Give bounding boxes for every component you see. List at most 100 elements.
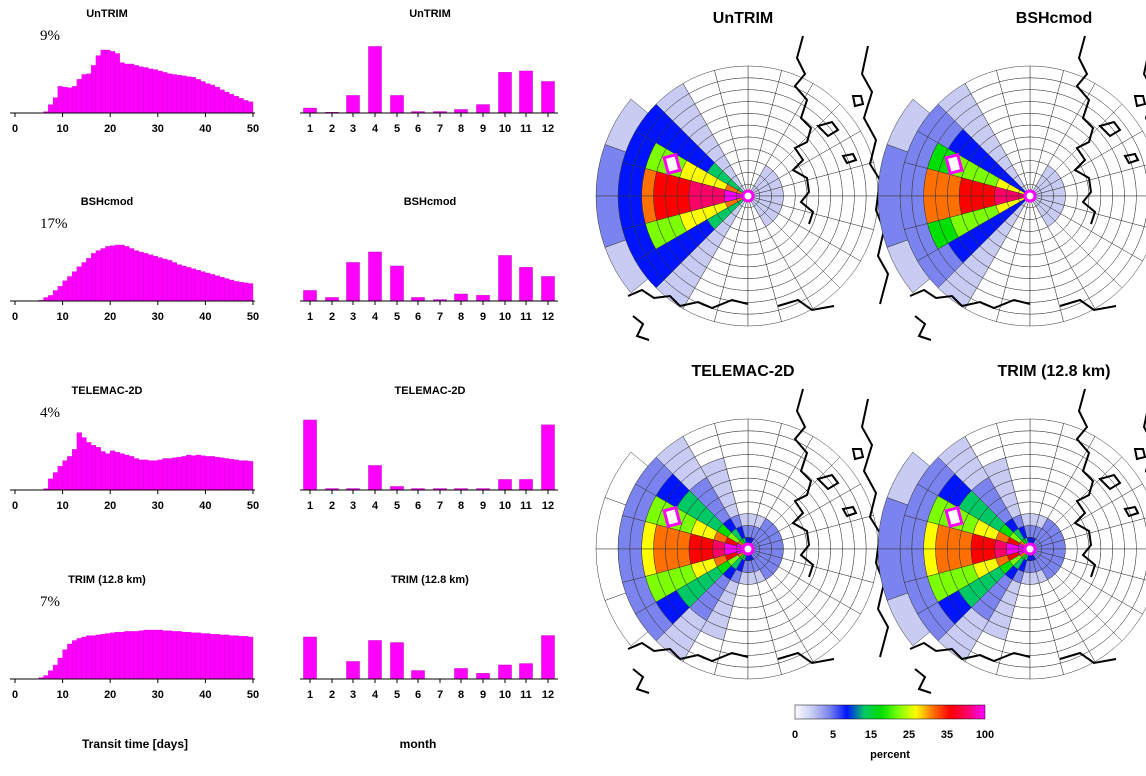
percent-label: 9%: [40, 28, 60, 44]
coastline: [1073, 388, 1146, 578]
bar: [95, 634, 101, 680]
bar: [190, 455, 197, 491]
bar: [214, 456, 220, 491]
tick-label: 10: [499, 689, 511, 701]
bar: [138, 251, 144, 302]
tick-label: 40: [199, 311, 211, 323]
tick-label: 3: [350, 689, 356, 701]
bar: [248, 461, 254, 491]
bar: [52, 97, 58, 114]
outer-cell: [604, 592, 649, 647]
bar: [52, 664, 58, 680]
bar: [148, 629, 154, 680]
tick-label: 4: [372, 689, 379, 701]
bar: [57, 657, 63, 680]
bar: [114, 631, 120, 680]
grid-cell: [747, 136, 764, 151]
tick-label: 8: [458, 500, 464, 512]
bar: [224, 91, 230, 114]
bar: [176, 456, 182, 491]
bar: [76, 266, 82, 302]
bar: [129, 248, 135, 302]
tick-label: 0: [12, 311, 18, 323]
panel-title: BSHcmod: [81, 196, 134, 208]
bar: [57, 86, 63, 114]
month-xlabel: month: [400, 737, 437, 751]
bar: [167, 260, 173, 302]
bar: [210, 456, 216, 491]
bar: [57, 286, 63, 302]
tick-label: 20: [104, 500, 116, 512]
bar: [454, 109, 468, 114]
bar: [105, 453, 111, 491]
coastline: [860, 398, 890, 658]
bar: [119, 62, 125, 114]
bar: [233, 281, 239, 302]
bar: [91, 445, 97, 491]
source-marker: [741, 189, 755, 203]
bar: [171, 262, 177, 302]
bar: [238, 636, 244, 680]
tick-label: 12: [542, 123, 554, 135]
bar: [303, 290, 317, 302]
tick-label: 1: [307, 500, 313, 512]
bar: [167, 458, 173, 491]
source-marker: [1023, 189, 1037, 203]
transit-panel: TRIM (12.8 km) 7% 0 10 20 30 40 50: [10, 574, 259, 701]
bar: [81, 74, 87, 114]
tick-label: 50: [247, 689, 259, 701]
map-panel: UnTRIM: [595, 10, 890, 341]
coastline: [791, 35, 865, 225]
bar: [390, 265, 404, 302]
tick-label: 9: [480, 123, 486, 135]
bar: [229, 635, 235, 680]
bar: [498, 72, 512, 114]
tick-label: 30: [152, 311, 164, 323]
bar: [219, 634, 225, 680]
bar: [48, 478, 54, 491]
bar: [233, 96, 239, 114]
tick-label: 11: [520, 689, 532, 701]
bar: [162, 258, 168, 302]
release-box: [662, 152, 682, 176]
grid-cell: [970, 180, 985, 197]
bar: [57, 466, 63, 491]
bar: [67, 276, 73, 302]
bar: [148, 460, 154, 491]
bar: [167, 73, 173, 114]
bar: [62, 280, 68, 302]
percent-label: 7%: [40, 594, 60, 610]
transit-panel: BSHcmod 17% 0 10 20 30 40 50: [10, 196, 259, 323]
tick-label: 7: [437, 500, 443, 512]
tick-label: 10: [499, 500, 511, 512]
tick-label: 40: [199, 500, 211, 512]
tick-label: 12: [542, 500, 554, 512]
release-box: [662, 505, 682, 529]
bar: [195, 270, 201, 302]
bar: [186, 76, 192, 114]
colorbar: 0 5 15 25 35 100: [792, 704, 994, 741]
bar: [62, 460, 68, 491]
bar: [71, 449, 78, 491]
bar: [210, 274, 216, 302]
bar: [303, 419, 317, 491]
bar: [210, 84, 216, 114]
tick-label: 10: [499, 123, 511, 135]
grid-cell: [1029, 136, 1046, 151]
grid-cell: [958, 177, 974, 197]
tick-label: 4: [372, 500, 379, 512]
map-panel: TELEMAC-2D: [595, 363, 890, 694]
colorbar-tick-label: 0: [792, 729, 798, 741]
bar: [219, 277, 225, 302]
panel-title: TRIM (12.8 km): [68, 574, 146, 586]
bar: [62, 649, 68, 680]
bar: [95, 250, 101, 302]
bar: [224, 278, 230, 302]
panel-title: TRIM (12.8 km): [391, 574, 469, 586]
bar: [248, 101, 254, 114]
bar: [229, 93, 235, 114]
bar: [303, 107, 317, 114]
map-panel: TRIM (12.8 km): [877, 363, 1146, 694]
